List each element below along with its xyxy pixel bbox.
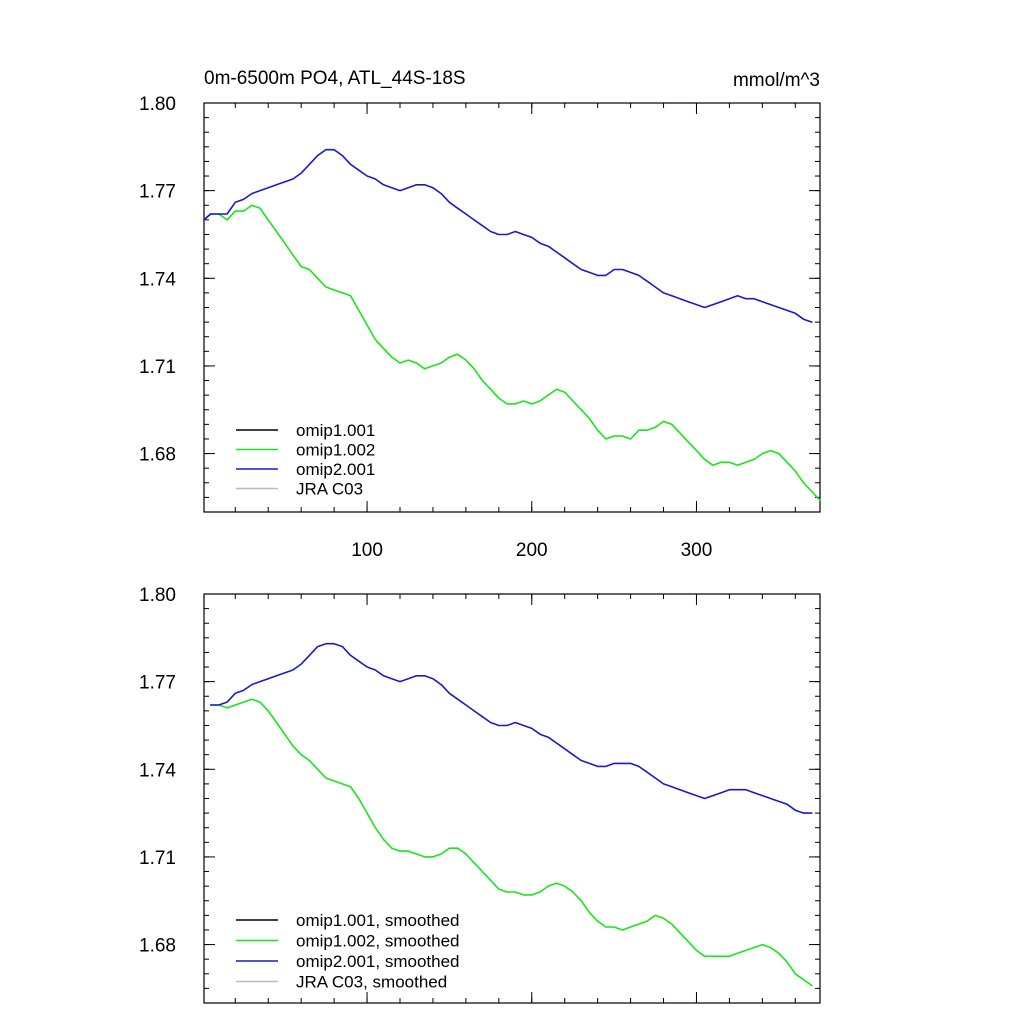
- legend-label: omip1.001: [296, 421, 375, 440]
- top-panel: 0m-6500m PO4, ATL_44S-18S mmol/m^3 1.80 1…: [139, 68, 821, 561]
- series-line-omip2-001: [203, 148, 813, 323]
- x-tick-label: 200: [516, 540, 548, 561]
- y-tick-label: 1.68: [139, 936, 176, 957]
- bottom-panel: 1.80 1.77 1.74 1.71 1.68 omip1.001, smoothed o…: [139, 585, 821, 1004]
- y-tick-label: 1.74: [139, 269, 176, 290]
- y-tick-label: 1.77: [139, 673, 176, 694]
- series-line-omip1-002: [203, 204, 821, 502]
- legend-label: omip2.001, smoothed: [296, 952, 460, 971]
- units-label: mmol/m^3: [733, 70, 820, 91]
- legend-label: omip2.001: [296, 460, 375, 479]
- legend-label: omip1.002: [296, 441, 375, 460]
- legend-label: JRA C03, smoothed: [296, 973, 447, 992]
- series-line-omip2-001-smoothed: [209, 642, 813, 814]
- y-tick-label: 1.71: [139, 848, 176, 869]
- legend-label: omip1.001, smoothed: [296, 911, 460, 930]
- series-line-omip1-002-smoothed: [209, 698, 813, 987]
- y-tick-label: 1.80: [139, 585, 176, 606]
- x-tick-label: 100: [351, 540, 383, 561]
- legend-label: JRA C03: [296, 480, 363, 499]
- y-tick-label: 1.68: [139, 445, 176, 466]
- y-tick-label: 1.71: [139, 357, 176, 378]
- y-tick-label: 1.77: [139, 182, 176, 203]
- y-tick-label: 1.80: [139, 94, 176, 115]
- chart-title: 0m-6500m PO4, ATL_44S-18S: [204, 68, 466, 89]
- y-tick-label: 1.74: [139, 760, 176, 781]
- x-tick-label: 300: [681, 540, 713, 561]
- legend-label: omip1.002, smoothed: [296, 932, 460, 951]
